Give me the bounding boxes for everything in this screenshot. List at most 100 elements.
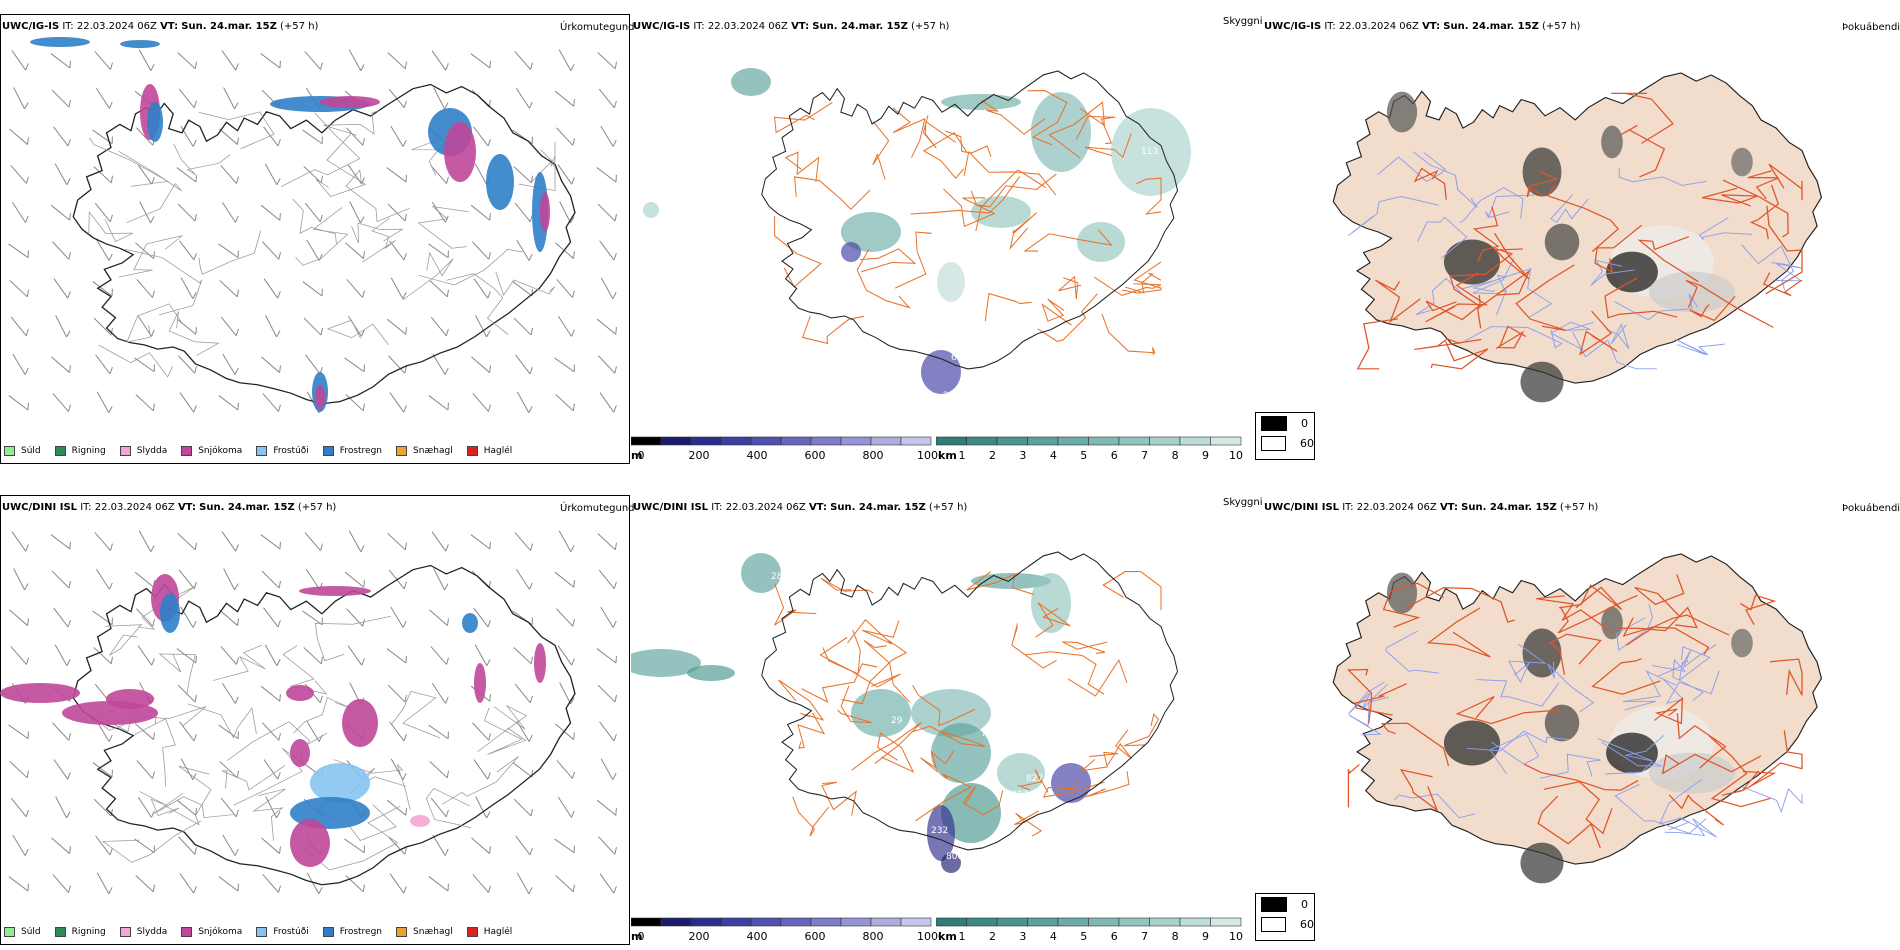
colorbar-segment <box>966 436 998 446</box>
road-line <box>1606 323 1630 349</box>
panel-header: UWC/IG-IS IT: 22.03.2024 06Z VT: Sun. 24… <box>1264 21 1580 32</box>
colorbar-segment <box>1210 436 1242 446</box>
it-value: 22.03.2024 06Z <box>707 21 788 32</box>
road-line <box>1346 668 1373 724</box>
legend-swatch <box>322 927 334 937</box>
wind-barb <box>471 356 491 373</box>
wind-barb <box>263 759 281 780</box>
colorbar-tick: 200 <box>689 930 710 943</box>
wind-barb <box>223 568 239 591</box>
road-line <box>1385 630 1439 674</box>
colorbar-tick: 8 <box>1172 449 1179 462</box>
road-line <box>1101 313 1156 356</box>
colorbar-tick: 6 <box>1111 930 1118 943</box>
legend-item: Snjókoma <box>181 927 242 937</box>
road-line <box>88 210 134 243</box>
road-line <box>822 629 861 675</box>
wind-barb <box>177 533 197 551</box>
legend-label: Frostregn <box>339 446 383 456</box>
wind-barb <box>390 277 407 299</box>
wind-barb <box>263 278 281 299</box>
colorbar-segment <box>966 917 998 927</box>
wind-barb <box>348 49 365 71</box>
wind-barb <box>556 279 575 298</box>
wind-barb <box>432 353 449 375</box>
road-line <box>794 176 871 211</box>
wind-barb <box>346 279 365 298</box>
wind-barb <box>555 875 575 893</box>
precip-area <box>299 586 371 596</box>
wind-barb <box>260 53 281 69</box>
road-line <box>1356 318 1398 370</box>
road-line <box>441 756 519 805</box>
road-line <box>1041 298 1072 326</box>
wind-barb <box>344 838 365 854</box>
precip-type-panel-top: UWC/IG-IS IT: 22.03.2024 06Z VT: Sun. 24… <box>0 12 635 464</box>
legend-item: Haglél <box>466 927 512 937</box>
wind-barb <box>559 682 575 705</box>
colorbar-tick: 1000 <box>917 930 941 943</box>
wind-barb <box>305 568 323 590</box>
colorbar-segment <box>996 917 1028 927</box>
visibility-area <box>741 553 781 593</box>
road-line <box>1597 735 1665 762</box>
wind-barb <box>176 167 197 183</box>
road-line <box>1353 683 1407 716</box>
wind-barb <box>471 837 491 854</box>
wind-barb <box>386 167 407 183</box>
wind-barb <box>262 393 281 412</box>
precip-area <box>0 683 80 703</box>
wind-barb <box>92 129 113 145</box>
vt-value: Sun. 24.mar. 15Z <box>1461 502 1557 513</box>
wind-barb <box>306 239 323 261</box>
wind-barb <box>94 532 113 551</box>
fog-area <box>1601 606 1623 640</box>
road-line <box>1661 753 1762 775</box>
colorbar-segment <box>780 436 812 446</box>
legend-item: Slydda <box>119 446 167 456</box>
wind-barb <box>386 648 407 664</box>
road-line <box>173 143 231 175</box>
wind-barb <box>346 608 365 627</box>
wind-barb <box>596 167 617 183</box>
fog-area <box>1731 147 1753 177</box>
road-line <box>88 706 207 731</box>
wind-barb <box>428 724 449 740</box>
legend-swatch <box>54 446 66 456</box>
colorbar-segment <box>660 436 692 446</box>
road-line <box>1037 293 1098 342</box>
road-line <box>425 787 471 829</box>
road-line <box>1348 696 1390 736</box>
wind-barb <box>514 532 533 551</box>
wind-barb <box>11 531 29 552</box>
road-line <box>133 718 176 787</box>
visibility-m-colorbar: 0 200 400 600 800 1000 m <box>631 917 941 943</box>
wind-barb <box>54 644 71 666</box>
road-line <box>1604 277 1678 319</box>
lead-time: (+57 h) <box>928 502 968 513</box>
road-line <box>1579 310 1618 356</box>
wind-barb <box>390 125 407 147</box>
road-line <box>1347 763 1360 808</box>
legend-swatch <box>256 927 268 937</box>
visibility-area <box>1031 92 1091 172</box>
wind-barb <box>558 49 575 71</box>
road-line <box>139 791 180 816</box>
road-line <box>851 721 922 771</box>
fog-map <box>1332 72 1823 403</box>
road-line <box>1136 177 1162 215</box>
colorbar-segment <box>1118 917 1150 927</box>
wind-barb <box>135 875 155 893</box>
road-line <box>1526 170 1560 198</box>
wind-barb <box>387 684 407 703</box>
wind-barb <box>93 647 113 665</box>
wind-barb <box>598 569 617 590</box>
colorbar-segment <box>810 436 842 446</box>
colorbar-tick: 10 <box>1229 449 1243 462</box>
road-line <box>1125 272 1162 294</box>
visibility-area <box>841 212 901 252</box>
wind-barb <box>178 355 197 374</box>
legend-label: Snjókoma <box>198 446 243 456</box>
road-line <box>915 773 973 822</box>
road-line <box>792 796 829 837</box>
